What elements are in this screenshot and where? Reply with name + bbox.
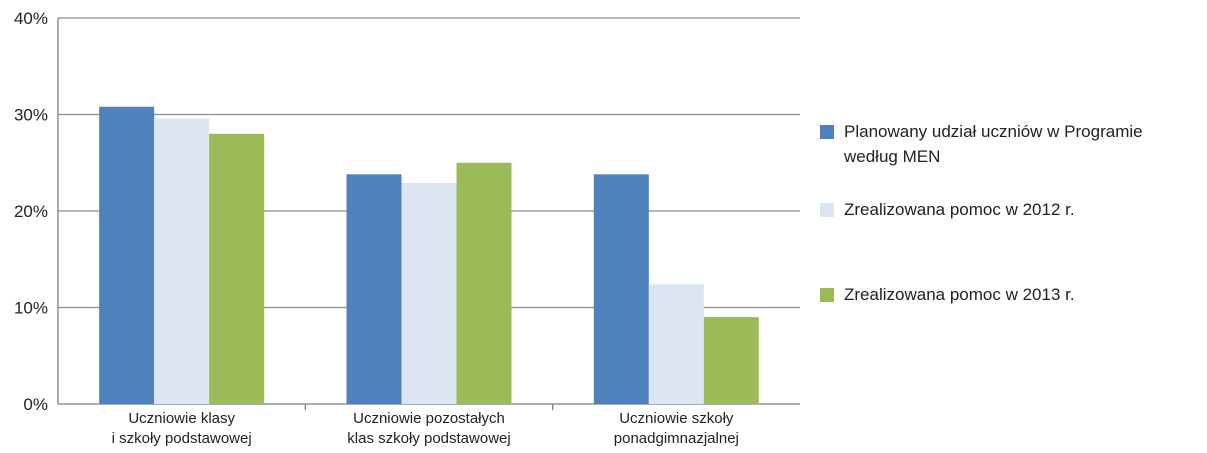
legend-label-line: według MEN: [843, 147, 940, 166]
y-tick-label: 40%: [14, 9, 48, 28]
x-category-label-line: i szkoły podstawowej: [112, 430, 252, 447]
y-axis-tick-labels: 0% 10% 20% 30% 40%: [14, 9, 48, 414]
legend-label: Planowany udział uczniów w Programie wedł…: [843, 122, 1143, 166]
y-tick-label: 0%: [23, 395, 48, 414]
x-category-label: Uczniowie klasy i szkoły podstawowej: [112, 410, 252, 447]
bar: [456, 162, 512, 404]
legend-swatch: [820, 203, 834, 217]
legend-swatch: [820, 288, 834, 302]
x-category-label-line: Uczniowie szkoły: [619, 410, 734, 427]
y-tick-label: 20%: [14, 202, 48, 221]
legend-label: Zrealizowana pomoc w 2013 r.: [844, 285, 1075, 304]
legend-label-line: Planowany udział uczniów w Programie: [844, 122, 1143, 141]
bar: [154, 118, 210, 405]
bar: [593, 174, 649, 404]
legend-label-line: Zrealizowana pomoc w 2012 r.: [844, 200, 1075, 219]
bar: [99, 106, 155, 404]
bar: [401, 183, 457, 404]
x-axis-category-labels: Uczniowie klasy i szkoły podstawowejUczni…: [112, 410, 739, 447]
bar: [648, 284, 704, 404]
x-category-label-line: Uczniowie pozostałych: [353, 410, 505, 427]
y-tick-label: 30%: [14, 106, 48, 125]
x-category-label-line: klas szkoły podstawowej: [347, 430, 510, 447]
bar: [209, 133, 265, 405]
bar: [703, 317, 759, 404]
bar: [346, 174, 402, 404]
bars: [99, 106, 759, 405]
legend-label-line: Zrealizowana pomoc w 2013 r.: [844, 285, 1075, 304]
legend: Planowany udział uczniów w Programie wedł…: [820, 122, 1143, 304]
legend-label: Zrealizowana pomoc w 2012 r.: [844, 200, 1075, 219]
legend-swatch: [820, 125, 834, 139]
x-category-label: Uczniowie pozostałych klas szkoły podstaw…: [347, 410, 510, 447]
x-category-label: Uczniowie szkoły ponadgimnazjalnej: [614, 410, 739, 447]
y-tick-label: 10%: [14, 299, 48, 318]
x-category-label-line: Uczniowie klasy: [128, 410, 235, 427]
x-category-label-line: ponadgimnazjalnej: [614, 430, 739, 447]
